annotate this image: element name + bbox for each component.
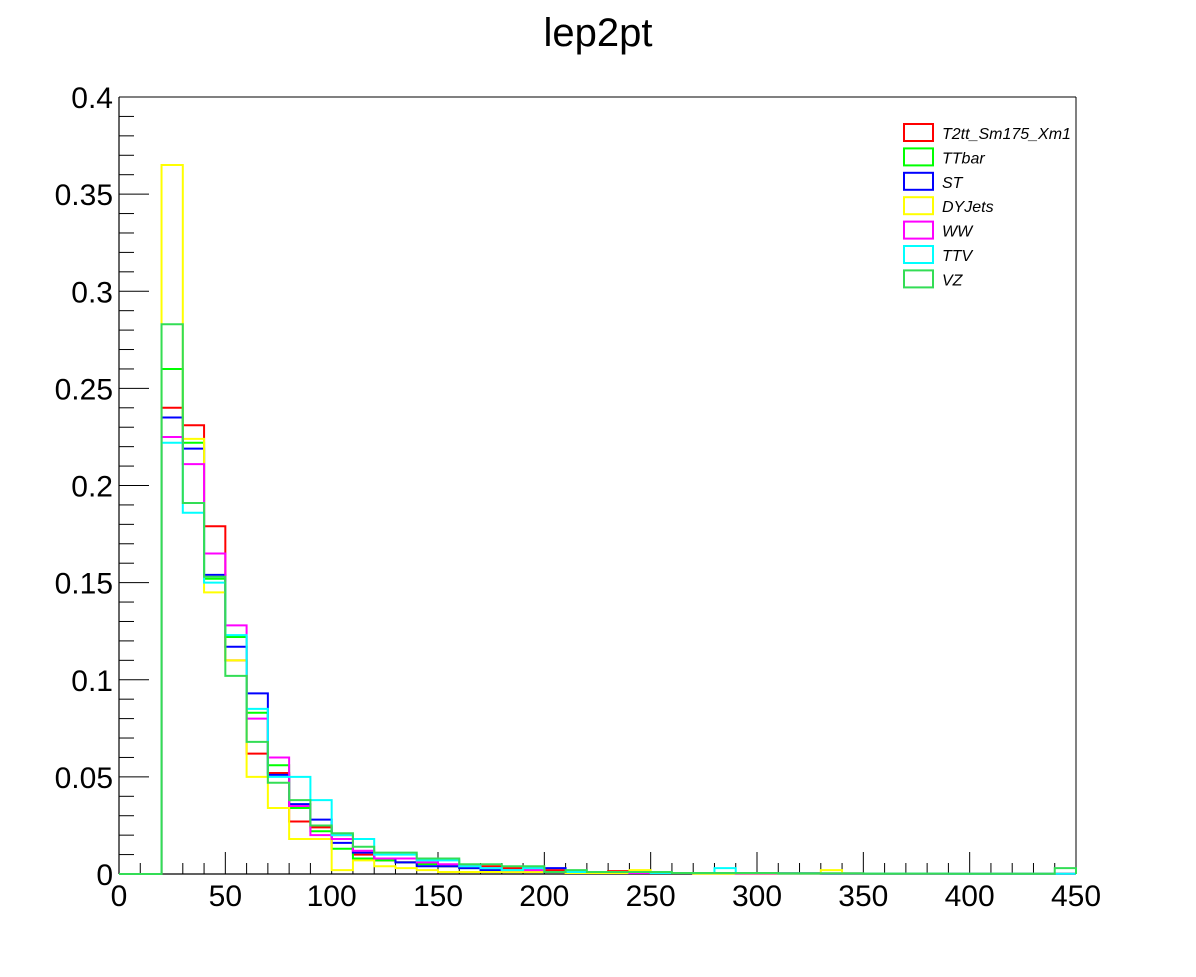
series-VZ	[119, 323, 1077, 875]
legend-swatch	[903, 220, 934, 240]
legend-swatch	[903, 196, 934, 216]
x-tick-label: 50	[209, 880, 242, 913]
series-ST	[119, 416, 1077, 875]
y-tick-label: 0.05	[55, 762, 113, 795]
series-group	[119, 163, 1077, 875]
legend-swatch	[903, 123, 934, 142]
series-WW	[119, 435, 1077, 875]
x-tick-label: 100	[307, 880, 357, 913]
legend: T2tt_Sm175_Xm1 TTbar ST DYJets WW TTV VZ	[903, 123, 1071, 289]
histogram-line-WW	[119, 435, 1077, 875]
histogram-line-ST	[119, 416, 1077, 875]
chart-title: lep2pt	[544, 11, 653, 55]
series-TTbar	[119, 367, 1077, 875]
legend-label: VZ	[942, 272, 964, 289]
histogram-line-TTbar	[119, 367, 1077, 875]
legend-swatch	[903, 171, 934, 191]
y-tick-label: 0.15	[55, 568, 113, 601]
x-tick-label: 450	[1051, 880, 1101, 913]
y-tick-label: 0.3	[71, 276, 113, 309]
x-tick-label: 400	[945, 880, 995, 913]
x-tick-label: 200	[519, 880, 569, 913]
x-tick-label: 300	[732, 880, 782, 913]
y-tick-label: 0.25	[55, 373, 113, 406]
legend-label: TTV	[942, 248, 974, 265]
legend-label: WW	[942, 224, 974, 241]
histogram-line-TTV	[119, 441, 1077, 875]
legend-label: TTbar	[942, 150, 985, 167]
legend-swatch	[903, 269, 934, 289]
legend-swatch	[903, 147, 934, 167]
y-tick-label: 0.35	[55, 179, 113, 212]
x-tick-label: 350	[838, 880, 888, 913]
y-tick-label: 0	[96, 859, 113, 892]
histogram-line-T2tt_Sm175_Xm1	[119, 406, 1077, 875]
series-TTV	[119, 441, 1077, 875]
y-tick-label: 0.4	[71, 82, 113, 115]
y-tick-label: 0.1	[71, 665, 113, 698]
x-tick-label: 250	[626, 880, 676, 913]
x-tick-label: 150	[413, 880, 463, 913]
histogram-line-VZ	[119, 323, 1077, 875]
legend-swatch	[903, 245, 934, 264]
y-tick-label: 0.2	[71, 471, 113, 504]
x-tick-label: 0	[111, 880, 128, 913]
legend-label: ST	[942, 175, 964, 192]
legend-label: DYJets	[942, 199, 994, 216]
axes: 0 50 100 150 200 250 300 350 400 450 0 0.05 0.1 0.15 0…	[55, 82, 1101, 913]
legend-label: T2tt_Sm175_Xm1	[942, 126, 1071, 143]
series-T2tt_Sm175_Xm1	[119, 406, 1077, 875]
